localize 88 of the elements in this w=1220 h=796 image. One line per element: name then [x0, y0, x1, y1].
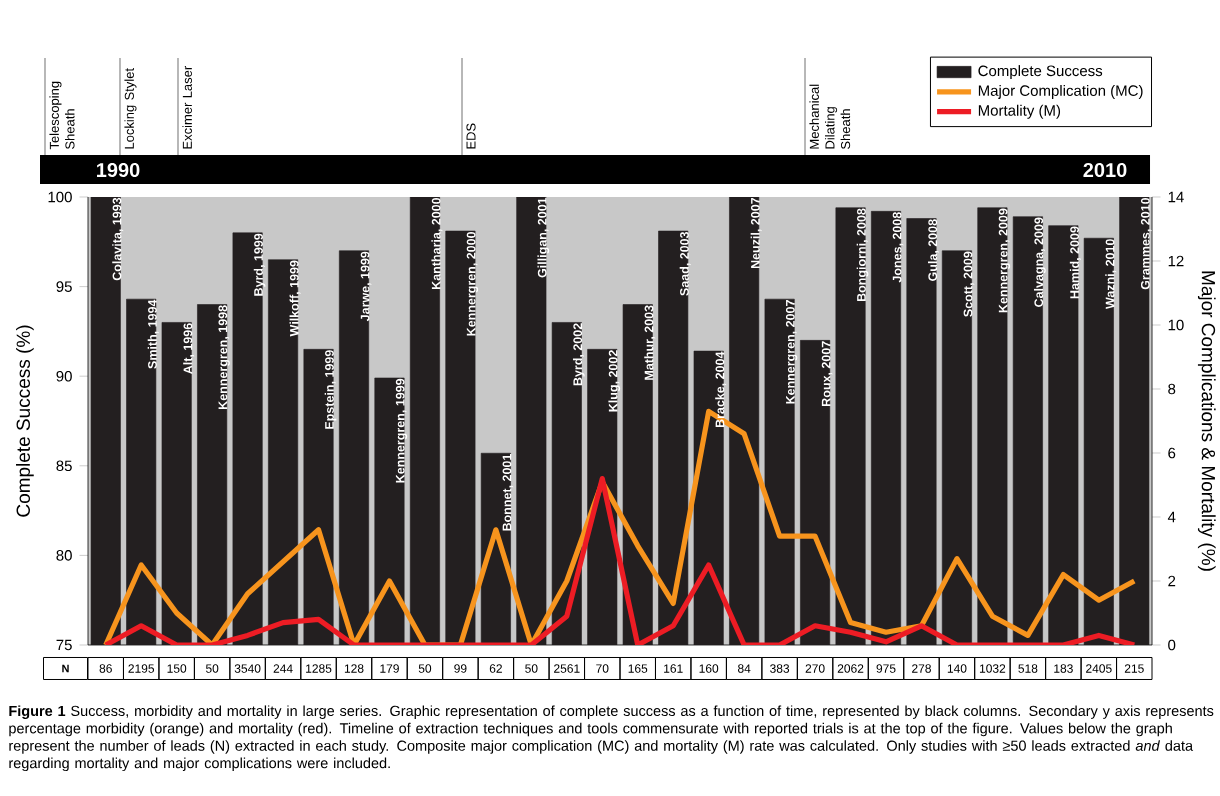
y2-tick-label: 8	[1168, 383, 1176, 395]
x-tick-label: Alt, 1996	[183, 323, 195, 374]
text: 62	[489, 664, 502, 673]
text: 215	[1124, 664, 1144, 673]
text: 1990	[97, 162, 140, 178]
text: 50	[418, 664, 432, 673]
text: 179	[380, 664, 399, 673]
text: EDS	[466, 123, 476, 149]
text: 975	[876, 664, 896, 673]
x-tick-label: Bracke, 2004	[715, 351, 727, 428]
legend-label: Major Complication (MC)	[978, 84, 1143, 99]
text: 2405	[1086, 664, 1112, 673]
text: Mechanical Dilating Sheath	[809, 84, 851, 149]
text: 270	[805, 664, 825, 673]
legend-label: Complete Success	[978, 65, 1103, 80]
y-tick-label: 80	[56, 550, 72, 561]
text: 160	[699, 664, 719, 673]
text: Locking Stylet	[124, 68, 137, 149]
x-tick-label: Byrd, 1999	[253, 233, 266, 296]
y2-tick-label: 4	[1167, 511, 1176, 523]
text: 518	[1018, 664, 1038, 673]
y2-tick-label: 2	[1168, 575, 1176, 587]
y-tick-label: 100	[48, 191, 72, 203]
text: Figure 1 Success, morbidity and mortality in large series. Graphic representation of complete success as a function of time, represented by black columns. Secondary y axis represents percentage morbidity (orange) and mortality (red). Timeline of extraction techniques and tools commensurate with reported trials is at the top of the figure. Values below the graph represent the number of leads (N) extracted in each study. Composite major complication (MC) and mortality (M) rate was calculated. Only studies with ≥50 leads extracted and data regarding mortality and major complications were included.	[9, 705, 1214, 772]
y-axis-title: Complete Success (%)	[16, 325, 34, 517]
x-tick-label: Kennergren, 1999	[395, 378, 408, 483]
text: 183	[1054, 664, 1073, 673]
text: 86	[99, 664, 112, 673]
text: 1032	[979, 664, 1006, 673]
text: 244	[273, 664, 293, 673]
text: 150	[167, 664, 187, 673]
text: Excimer Laser	[182, 66, 192, 149]
y2-axis-title: Major Complications & Mortality (%)	[1197, 271, 1216, 571]
x-tick-label: Wilkoff, 1999	[289, 260, 301, 337]
y-tick-label: 85	[56, 460, 72, 472]
x-tick-label: Gilligan, 2001	[537, 197, 550, 278]
x-tick-label: Mathur, 2003	[644, 305, 656, 380]
x-tick-label: Colavita, 1993	[112, 197, 124, 281]
x-tick-label: Kennergren, 2007	[785, 300, 798, 404]
x-tick-label: Jarwe, 1999	[360, 251, 372, 322]
y-tick-label: 95	[56, 281, 72, 292]
text: 1285	[306, 664, 332, 673]
x-tick-label: Grammes, 2010	[1140, 197, 1152, 290]
text: 84	[738, 664, 751, 673]
y2-tick-label: 10	[1168, 319, 1184, 331]
y2-tick-label: 12	[1168, 255, 1184, 267]
text: 278	[912, 664, 931, 673]
x-tick-label: Kennergren, 2009	[998, 208, 1011, 313]
text: 2010	[1083, 162, 1127, 178]
text: 165	[628, 664, 648, 673]
x-tick-label: Saad, 2003	[679, 231, 691, 296]
text: 3540	[234, 664, 261, 673]
x-tick-label: Calvagna, 2009	[1034, 217, 1046, 307]
y2-tick-label: 0	[1168, 639, 1176, 651]
x-tick-label: Epstein, 1999	[324, 350, 337, 429]
text: Telescoping Sheath	[49, 81, 75, 150]
x-tick-label: Klug, 2002	[608, 350, 621, 412]
text: 2561	[554, 664, 580, 673]
text: 2062	[837, 664, 864, 673]
y-tick-label: 75	[56, 639, 72, 651]
text: 50	[525, 664, 538, 673]
text: 2195	[128, 664, 155, 673]
x-tick-label: Bonnet, 2001	[502, 454, 514, 531]
x-tick-label: Gula, 2008	[927, 219, 939, 281]
x-tick-label: Kennergren, 2000	[466, 231, 479, 336]
y-tick-label: 90	[56, 370, 72, 382]
x-tick-label: Byrd, 2002	[572, 323, 585, 386]
x-tick-label: Smith, 1994	[147, 299, 159, 369]
legend-label: Mortality (M)	[978, 104, 1061, 119]
text: 161	[664, 664, 683, 673]
text: 50	[205, 664, 219, 673]
y2-tick-label: 6	[1168, 447, 1176, 459]
x-tick-label: Jones, 2008	[892, 212, 904, 283]
text: 128	[344, 664, 364, 673]
text: 70	[596, 664, 609, 673]
x-tick-label: Neuzil, 2007	[750, 197, 762, 269]
x-tick-label: Hamid, 2009	[1069, 226, 1081, 299]
text: 140	[947, 664, 967, 673]
text: 383	[770, 664, 790, 673]
x-tick-label: Kantharia, 2000	[431, 197, 443, 289]
x-tick-label: Roux, 2007	[821, 341, 833, 406]
x-tick-label: Bongiorni, 2008	[856, 208, 869, 302]
x-tick-label: Scott, 2009	[963, 251, 975, 317]
x-tick-label: Kennergren, 1998	[218, 305, 230, 409]
text: N	[62, 664, 69, 673]
text: 99	[454, 664, 467, 673]
y2-tick-label: 14	[1168, 191, 1184, 203]
x-tick-label: Wazni, 2010	[1105, 239, 1117, 310]
